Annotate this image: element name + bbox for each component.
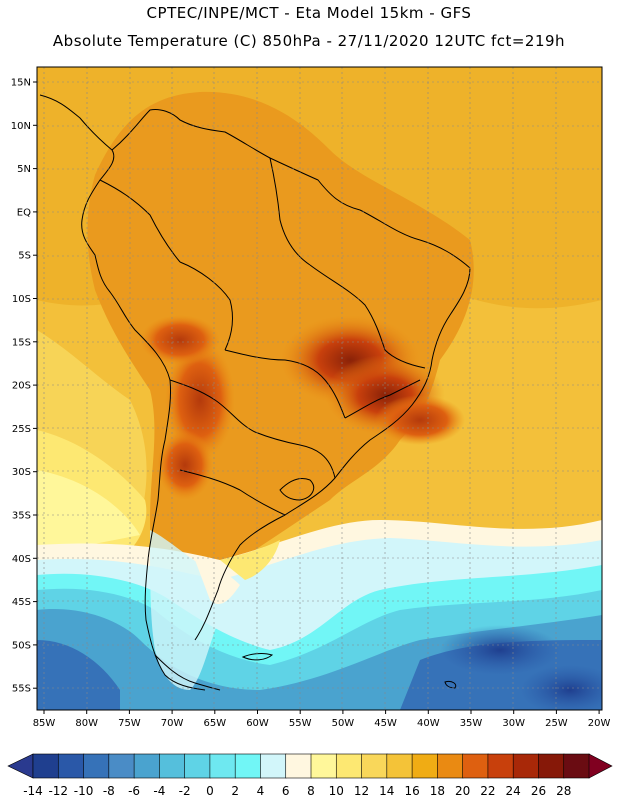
colorbar-label: 2	[231, 784, 239, 798]
coastlines-and-borders	[39, 94, 471, 691]
lat-tick-label: 5N	[17, 164, 31, 175]
lon-tick-label: 70W	[161, 718, 184, 729]
lon-tick-label: 80W	[75, 718, 98, 729]
latitude-axis: 15N 10N 5N EQ 5S 10S 15S 20S 25S 30S 35S 40S 45S 50S 5…	[11, 78, 37, 695]
map-title-line2: Absolute Temperature (C) 850hPa - 27/11/…	[52, 32, 566, 50]
grid-lines	[37, 67, 602, 710]
colorbar-swatch	[184, 753, 211, 779]
colorbar-swatch	[83, 753, 110, 779]
colorbar-label: 14	[379, 784, 394, 798]
colorbar-label: 28	[556, 784, 571, 798]
colorbar-over-arrow	[588, 753, 613, 779]
colorbar-label: 0	[206, 784, 214, 798]
colorbar-label: -2	[179, 784, 191, 798]
colorbar-swatch	[512, 753, 540, 779]
colorbar-label: 18	[430, 784, 445, 798]
lon-tick-label: 30W	[502, 718, 525, 729]
colorbar-swatch	[57, 753, 85, 779]
colorbar-swatch	[32, 753, 59, 779]
temperature-colorbar: -14 -12 -10 -8 -6 -4 -2 0 2 4 6 8 10 12 14 16 18 20 22 24 26…	[7, 753, 613, 798]
plot-frame	[36, 66, 603, 711]
lon-tick-label: 20W	[588, 718, 611, 729]
lon-tick-label: 50W	[332, 718, 355, 729]
colorbar-swatch	[386, 753, 413, 779]
lon-tick-label: 35W	[460, 718, 483, 729]
lat-tick-label: 55S	[12, 684, 31, 695]
colorbar-label: -6	[128, 784, 140, 798]
lat-tick-label: 5S	[18, 251, 31, 262]
colorbar-label: -14	[23, 784, 43, 798]
colorbar-label: 10	[329, 784, 344, 798]
lat-tick-label: 20S	[12, 381, 31, 392]
lon-tick-label: 75W	[118, 718, 141, 729]
colorbar-label: 22	[480, 784, 495, 798]
lat-tick-label: 10S	[12, 294, 31, 305]
lat-tick-label: 35S	[12, 511, 31, 522]
colorbar-swatch	[335, 753, 363, 779]
colorbar-swatch	[538, 753, 565, 779]
colorbar-swatch	[209, 753, 236, 779]
colorbar-under-arrow	[7, 753, 34, 779]
lat-tick-label: 40S	[12, 554, 31, 565]
colorbar-swatch	[133, 753, 161, 779]
colorbar-swatch	[487, 753, 514, 779]
colorbar-swatch	[260, 753, 287, 779]
lon-tick-label: 60W	[246, 718, 269, 729]
lat-tick-label: 10N	[11, 121, 31, 132]
colorbar-label: 26	[531, 784, 546, 798]
colorbar-swatch	[108, 753, 135, 779]
colorbar-swatch	[411, 753, 439, 779]
colorbar-label: -4	[153, 784, 165, 798]
lat-tick-label: 15N	[11, 78, 31, 89]
colorbar-label: 24	[506, 784, 521, 798]
colorbar-label: 16	[404, 784, 419, 798]
colorbar-swatch	[234, 753, 262, 779]
colorbar-swatch	[361, 753, 388, 779]
colorbar-label: -12	[48, 784, 68, 798]
colorbar-swatch	[462, 753, 489, 779]
lon-tick-label: 85W	[33, 718, 56, 729]
map-title-line1: CPTEC/INPE/MCT - Eta Model 15km - GFS	[146, 4, 472, 22]
longitude-axis: 85W 80W 75W 70W 65W 60W 55W 50W 45W 40W 35W 30W 25W 2…	[33, 710, 611, 729]
lon-tick-label: 40W	[417, 718, 440, 729]
lon-tick-label: 55W	[289, 718, 312, 729]
lat-tick-label: 50S	[12, 640, 31, 651]
colorbar-label: 20	[455, 784, 470, 798]
colorbar-label: 12	[354, 784, 369, 798]
colorbar-label: -8	[103, 784, 115, 798]
colorbar-label: -10	[74, 784, 94, 798]
lon-tick-label: 45W	[374, 718, 397, 729]
lat-tick-label: EQ	[17, 207, 31, 218]
colorbar-swatch	[310, 753, 337, 779]
colorbar-label: 4	[257, 784, 265, 798]
lat-tick-label: 15S	[12, 337, 31, 348]
colorbar-swatch	[437, 753, 464, 779]
colorbar-swatch	[563, 753, 590, 779]
lat-tick-label: 45S	[12, 597, 31, 608]
lon-tick-label: 65W	[203, 718, 226, 729]
colorbar-swatch	[159, 753, 186, 779]
lon-tick-label: 25W	[545, 718, 568, 729]
colorbar-label: 8	[307, 784, 315, 798]
colorbar-swatch	[285, 753, 312, 779]
lat-tick-label: 30S	[12, 467, 31, 478]
lat-tick-label: 25S	[12, 424, 31, 435]
temperature-field	[37, 67, 602, 710]
colorbar-label: 6	[282, 784, 290, 798]
